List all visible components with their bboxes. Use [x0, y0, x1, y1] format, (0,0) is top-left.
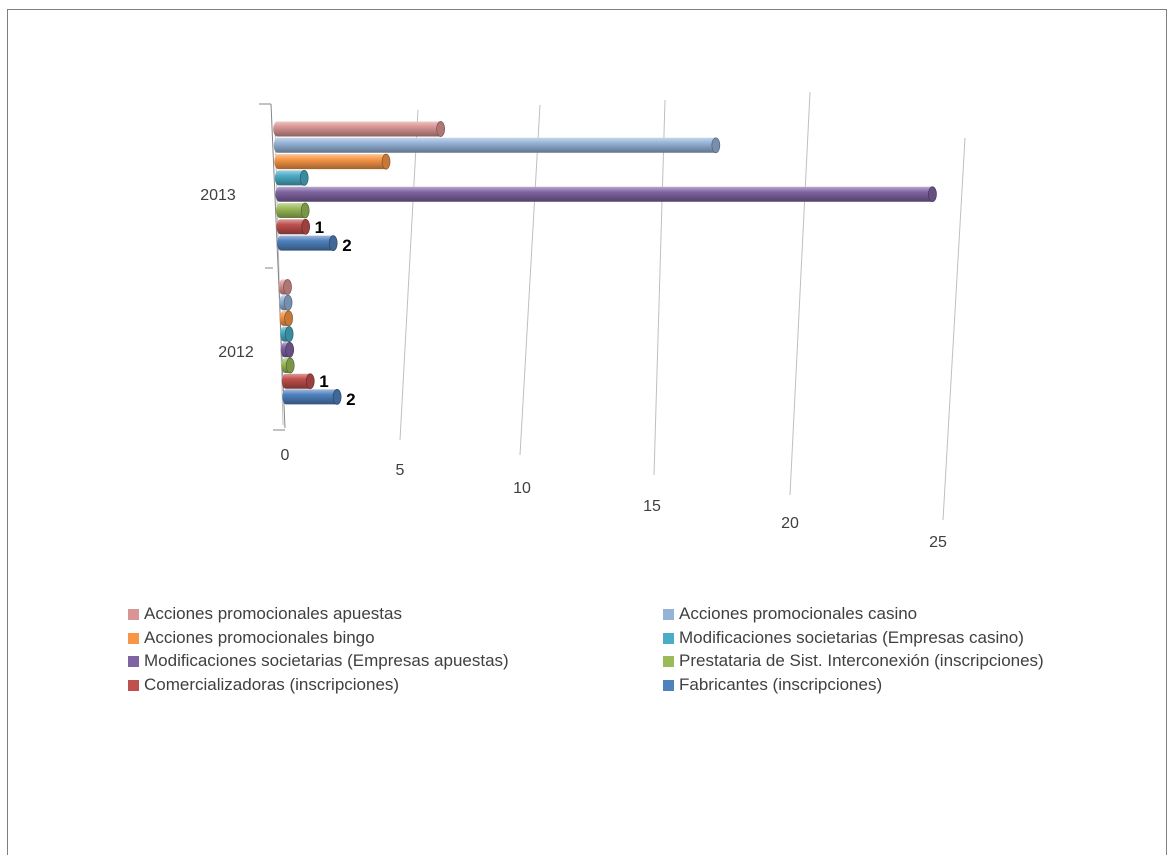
- chart-frame: [7, 9, 1167, 855]
- category-axis-line: [270, 103, 286, 429]
- bar-2013-7: [277, 235, 338, 251]
- data-label: 1: [315, 218, 324, 237]
- x-tick-label: 15: [643, 498, 661, 515]
- category-label: 2012: [218, 344, 254, 361]
- bars: [273, 121, 937, 405]
- legend-item: Fabricantes (inscripciones): [663, 675, 882, 695]
- bar-2013-5: [275, 202, 310, 219]
- bar-2012-4: [280, 341, 295, 358]
- x-tick-label: 0: [281, 447, 290, 464]
- bar-2012-3: [280, 326, 294, 342]
- category-label: 2013: [200, 187, 236, 204]
- legend-label: Fabricantes (inscripciones): [679, 674, 883, 694]
- legend-label: Modificaciones societarias (Empresas cas…: [679, 627, 1024, 647]
- legend-label: Acciones promocionales apuestas: [144, 604, 402, 623]
- legend-item: Modificaciones societarias (Empresas apu…: [128, 651, 509, 671]
- gridline-5: [942, 137, 966, 521]
- legend-item: Acciones promocionales apuestas: [128, 604, 402, 624]
- bar-2013-3: [274, 170, 309, 186]
- legend-label: Modificaciones societarias (Empresas apu…: [144, 651, 509, 670]
- legend-label: Comercializadoras (inscripciones): [144, 674, 400, 694]
- bar-2012-6: [281, 373, 315, 390]
- legend-swatch: [128, 679, 139, 691]
- bar-2012-1: [279, 294, 293, 311]
- legend-swatch: [128, 632, 139, 644]
- legend-item: Prestataria de Sist. Interconexión (insc…: [663, 651, 1044, 671]
- bar-2012-2: [279, 310, 293, 327]
- data-label: 2: [342, 236, 351, 255]
- legend-swatch: [128, 609, 139, 620]
- bar-2012-5: [281, 357, 295, 374]
- x-tick-label: 20: [781, 515, 799, 532]
- bar-2013-1: [273, 137, 721, 154]
- bar-2012-0: [278, 279, 292, 295]
- gridline-3: [653, 99, 666, 476]
- x-tick-label: 25: [929, 534, 947, 551]
- data-label: 2: [346, 390, 355, 409]
- bar-2012-7: [282, 389, 342, 405]
- bar-2013-0: [273, 121, 445, 137]
- legend-swatch: [663, 656, 674, 667]
- legend-swatch: [663, 679, 674, 691]
- gridline-1: [399, 109, 419, 441]
- bar-2013-6: [276, 218, 310, 235]
- x-tick-label: 5: [396, 462, 405, 479]
- bar-2013-2: [274, 153, 391, 170]
- legend-swatch: [128, 656, 139, 667]
- legend-label: Prestataria de Sist. Interconexión (insc…: [679, 651, 1044, 670]
- legend-label: Acciones promocionales casino: [679, 604, 918, 623]
- legend-label: Acciones promocionales bingo: [144, 627, 375, 647]
- bar-2013-4: [275, 186, 937, 203]
- x-tick-label: 10: [513, 480, 531, 497]
- gridline-0: [274, 123, 284, 426]
- gridline-4: [789, 91, 811, 496]
- gridline-2: [519, 104, 541, 456]
- legend-item: Modificaciones societarias (Empresas cas…: [663, 628, 1024, 648]
- data-label: 1: [319, 372, 328, 391]
- legend-swatch: [663, 609, 674, 620]
- legend-item: Acciones promocionales bingo: [128, 628, 375, 648]
- legend-item: Comercializadoras (inscripciones): [128, 675, 399, 695]
- legend-swatch: [663, 632, 674, 644]
- legend-item: Acciones promocionales casino: [663, 604, 917, 624]
